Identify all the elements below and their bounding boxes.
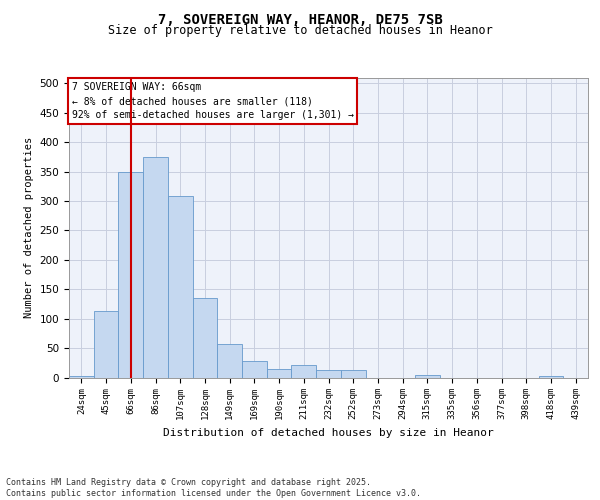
Bar [69,376,94,378]
Bar [168,196,193,378]
Text: Contains HM Land Registry data © Crown copyright and database right 2025.
Contai: Contains HM Land Registry data © Crown c… [6,478,421,498]
Bar [118,172,143,378]
Bar [292,364,316,378]
Bar [242,361,267,378]
Bar [94,311,118,378]
Bar [193,298,217,378]
Text: 7, SOVEREIGN WAY, HEANOR, DE75 7SB: 7, SOVEREIGN WAY, HEANOR, DE75 7SB [158,12,442,26]
Bar [217,344,242,378]
Y-axis label: Number of detached properties: Number of detached properties [24,137,34,318]
Bar [415,375,440,378]
Bar [539,376,563,378]
Bar [316,370,341,378]
Bar [267,368,292,378]
Bar [143,157,168,378]
Bar [341,370,365,378]
Text: Size of property relative to detached houses in Heanor: Size of property relative to detached ho… [107,24,493,37]
X-axis label: Distribution of detached houses by size in Heanor: Distribution of detached houses by size … [163,428,494,438]
Text: 7 SOVEREIGN WAY: 66sqm
← 8% of detached houses are smaller (118)
92% of semi-det: 7 SOVEREIGN WAY: 66sqm ← 8% of detached … [71,82,353,120]
